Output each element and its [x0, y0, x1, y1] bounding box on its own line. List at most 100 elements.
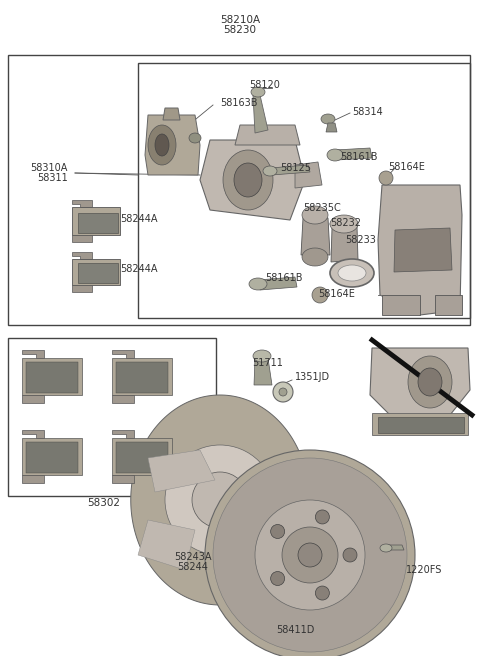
- Ellipse shape: [148, 125, 176, 165]
- Polygon shape: [131, 395, 309, 605]
- Ellipse shape: [155, 134, 169, 156]
- Ellipse shape: [321, 114, 335, 124]
- Circle shape: [282, 527, 338, 583]
- Circle shape: [165, 445, 275, 555]
- Circle shape: [213, 458, 407, 652]
- Text: 58210A: 58210A: [220, 15, 260, 25]
- Polygon shape: [112, 430, 134, 438]
- Polygon shape: [78, 213, 118, 233]
- Polygon shape: [258, 277, 297, 290]
- Ellipse shape: [302, 248, 328, 266]
- Ellipse shape: [408, 356, 452, 408]
- Polygon shape: [235, 125, 300, 145]
- Ellipse shape: [249, 278, 267, 290]
- Polygon shape: [72, 235, 92, 242]
- Circle shape: [279, 388, 287, 396]
- Polygon shape: [22, 358, 82, 395]
- Ellipse shape: [223, 150, 273, 210]
- Polygon shape: [331, 226, 358, 262]
- Polygon shape: [382, 295, 420, 315]
- Circle shape: [315, 510, 329, 524]
- Polygon shape: [112, 475, 134, 483]
- Circle shape: [205, 450, 415, 656]
- Polygon shape: [22, 430, 44, 438]
- Polygon shape: [116, 362, 168, 393]
- Polygon shape: [22, 475, 44, 483]
- Ellipse shape: [327, 149, 343, 161]
- Polygon shape: [78, 263, 118, 283]
- Text: 51711: 51711: [252, 358, 283, 368]
- Polygon shape: [112, 438, 172, 475]
- Polygon shape: [22, 350, 44, 358]
- Polygon shape: [145, 115, 200, 175]
- Ellipse shape: [234, 163, 262, 197]
- Ellipse shape: [330, 215, 358, 233]
- Polygon shape: [301, 218, 330, 255]
- Text: 58232: 58232: [330, 218, 361, 228]
- Ellipse shape: [302, 206, 328, 224]
- Polygon shape: [138, 520, 195, 570]
- Polygon shape: [112, 350, 134, 358]
- Text: 58311: 58311: [37, 173, 68, 183]
- Text: 58310A: 58310A: [31, 163, 68, 173]
- Polygon shape: [335, 148, 372, 160]
- Text: 58163B: 58163B: [220, 98, 257, 108]
- Text: 1351JD: 1351JD: [295, 372, 330, 382]
- Text: 58164E: 58164E: [318, 289, 355, 299]
- Ellipse shape: [251, 87, 265, 97]
- Polygon shape: [295, 162, 322, 188]
- Text: 58411D: 58411D: [276, 625, 314, 635]
- Circle shape: [315, 586, 329, 600]
- Polygon shape: [148, 450, 215, 492]
- Polygon shape: [270, 165, 310, 175]
- Polygon shape: [112, 358, 172, 395]
- Text: 58302: 58302: [87, 498, 120, 508]
- Bar: [8, 338, 216, 496]
- Polygon shape: [378, 185, 462, 315]
- Polygon shape: [254, 358, 272, 385]
- Ellipse shape: [330, 259, 374, 287]
- Polygon shape: [26, 442, 78, 473]
- Text: 58244A: 58244A: [120, 264, 157, 274]
- Circle shape: [273, 382, 293, 402]
- Circle shape: [271, 571, 285, 586]
- Polygon shape: [378, 417, 464, 433]
- Text: 58233: 58233: [345, 235, 376, 245]
- Text: 58314: 58314: [352, 107, 383, 117]
- Polygon shape: [326, 123, 337, 132]
- Polygon shape: [200, 140, 305, 220]
- Polygon shape: [72, 200, 92, 207]
- Circle shape: [343, 548, 357, 562]
- Text: 58243A: 58243A: [174, 552, 212, 562]
- Text: 58235C: 58235C: [303, 203, 341, 213]
- Circle shape: [255, 500, 365, 610]
- Circle shape: [312, 287, 328, 303]
- Polygon shape: [72, 259, 120, 285]
- Text: 58125: 58125: [280, 163, 311, 173]
- Ellipse shape: [189, 133, 201, 143]
- Polygon shape: [435, 295, 462, 315]
- Polygon shape: [22, 395, 44, 403]
- Circle shape: [379, 171, 393, 185]
- Polygon shape: [112, 395, 134, 403]
- Ellipse shape: [253, 350, 271, 362]
- Circle shape: [192, 472, 248, 528]
- Circle shape: [271, 525, 285, 539]
- Text: 58161B: 58161B: [340, 152, 377, 162]
- Polygon shape: [253, 95, 268, 133]
- Text: 58244: 58244: [178, 562, 208, 572]
- Bar: [8, 55, 470, 325]
- Text: 58230: 58230: [224, 25, 256, 35]
- Ellipse shape: [418, 368, 442, 396]
- Text: 1220FS: 1220FS: [406, 565, 443, 575]
- Polygon shape: [386, 545, 404, 550]
- Text: 58161B: 58161B: [265, 273, 302, 283]
- Text: 58120: 58120: [250, 80, 280, 90]
- Polygon shape: [372, 413, 468, 435]
- Polygon shape: [116, 442, 168, 473]
- Polygon shape: [22, 438, 82, 475]
- Polygon shape: [26, 362, 78, 393]
- Polygon shape: [72, 252, 92, 259]
- Bar: [138, 63, 470, 318]
- Text: 58244A: 58244A: [120, 214, 157, 224]
